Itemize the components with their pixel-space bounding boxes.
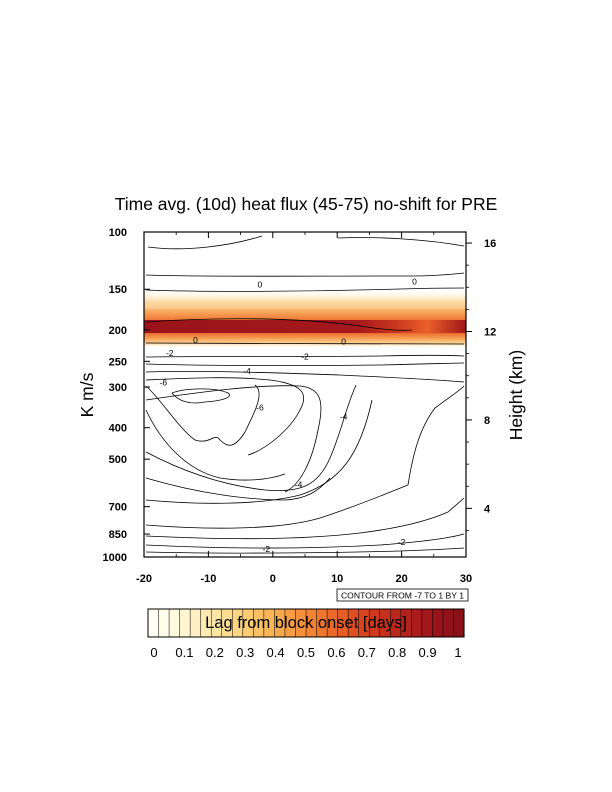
colorbar-tick-label: 0.7 (358, 645, 376, 660)
y-tick-label: 500 (109, 454, 127, 466)
contour-line (145, 318, 413, 331)
contour-label: 0 (258, 279, 263, 289)
colorbar-tick-label: 0.3 (236, 645, 254, 660)
x-tick-label: 30 (460, 573, 472, 585)
colorbar-box (147, 608, 160, 638)
colorbar-box (158, 608, 170, 638)
contour-line (147, 235, 263, 250)
y-axis-left: 100 150 200 250 300 400 500 700 850 1000 (103, 227, 150, 564)
contour-lines (145, 235, 465, 554)
colorbar-box (421, 608, 433, 638)
y-axis-right: 4 8 12 16 (466, 238, 496, 531)
y-tick-label: 700 (109, 502, 127, 514)
contour-label: 0 (193, 335, 198, 345)
y-right-tick-label: 16 (484, 238, 496, 250)
y-tick-label: 250 (109, 356, 127, 368)
y-tick-label: 100 (109, 227, 127, 239)
y-tick-label: 150 (109, 284, 127, 296)
x-tick-label: -20 (136, 573, 152, 585)
colorbar-tick-label: 0.4 (267, 645, 285, 660)
colorbar (147, 608, 465, 638)
contour-line (145, 384, 357, 491)
colorbar-box (442, 608, 455, 638)
contour-line (145, 287, 465, 292)
colorbar-tick-labels: 0 0.1 0.2 0.3 0.4 0.5 0.6 0.7 0.8 0.9 1 (150, 645, 461, 660)
contour-info-box (336, 588, 469, 602)
colorbar-tick-label: 0.9 (419, 645, 437, 660)
y-right-tick-label: 8 (484, 415, 490, 427)
contour-label: -2 (263, 544, 271, 554)
y-right-tick-label: 12 (484, 326, 496, 338)
contour-label: -4 (295, 479, 303, 489)
y-tick-label: 1000 (103, 552, 127, 564)
colorbar-tick-label: 0.6 (327, 645, 345, 660)
contour-line (171, 388, 230, 404)
contour-label: -2 (301, 352, 309, 362)
contour-label: -2 (166, 348, 174, 358)
colorbar-tick-label: 0.1 (175, 645, 193, 660)
colorbar-tick-label: 0.8 (388, 645, 406, 660)
y-right-tick-label: 4 (484, 503, 491, 515)
contour-line (145, 409, 286, 481)
x-tick-label: 10 (331, 573, 343, 585)
colorbar-tick-label: 0 (150, 645, 157, 660)
chart-title: Time avg. (10d) heat flux (45-75) no-shi… (115, 194, 498, 214)
contour-line (145, 342, 465, 345)
contour-line (145, 354, 465, 358)
contour-line (145, 385, 465, 529)
contour-line (145, 547, 465, 554)
contour-label: -2 (398, 537, 406, 547)
y-tick-label: 300 (109, 382, 127, 394)
contour-label: -6 (256, 403, 264, 413)
colorbar-box (189, 608, 202, 638)
colorbar-box (168, 608, 181, 638)
contour-line (145, 399, 373, 504)
contour-line (145, 533, 465, 549)
contour-label: -4 (340, 412, 348, 422)
y-axis-right-label: Height (km) (506, 350, 526, 440)
y-tick-label: 200 (109, 325, 127, 337)
x-tick-label: 0 (270, 573, 276, 585)
contour-line (145, 385, 322, 493)
contour-label: 0 (341, 336, 346, 346)
colorbar-tick-label: 1 (454, 645, 461, 660)
contour-labels: 0 0 0 0 -2 -2 -4 -6 -6 -4 -4 -2 -2 (160, 276, 418, 554)
contour-line (145, 272, 465, 277)
x-axis: -20 -10 0 10 20 30 (136, 232, 472, 585)
contour-line (337, 237, 465, 247)
contour-line (145, 370, 465, 383)
colorbar-frame (147, 608, 465, 638)
contour-line (145, 377, 305, 456)
y-tick-label: 850 (109, 529, 127, 541)
y-axis-left-label: K m/s (77, 372, 97, 417)
contour-line (145, 362, 465, 367)
contour-label: 0 (412, 276, 417, 286)
colorbar-box (179, 608, 191, 638)
y-tick-label: 400 (109, 423, 127, 435)
colorbar-box (453, 608, 465, 638)
colorbar-box (411, 608, 423, 638)
colorbar-tick-label: 0.2 (206, 645, 224, 660)
contour-label: -6 (160, 377, 168, 387)
contour-line (145, 497, 465, 540)
contour-info-text: CONTOUR FROM -7 TO 1 BY 1 (341, 591, 464, 601)
contour-label: -4 (243, 366, 251, 376)
colorbar-box (432, 608, 444, 638)
x-tick-label: 20 (395, 573, 407, 585)
contour-line (145, 384, 260, 446)
colorbar-tick-label: 0.5 (297, 645, 315, 660)
colorbar-label: Lag from block onset [days] (205, 614, 407, 632)
x-tick-label: -10 (200, 573, 216, 585)
